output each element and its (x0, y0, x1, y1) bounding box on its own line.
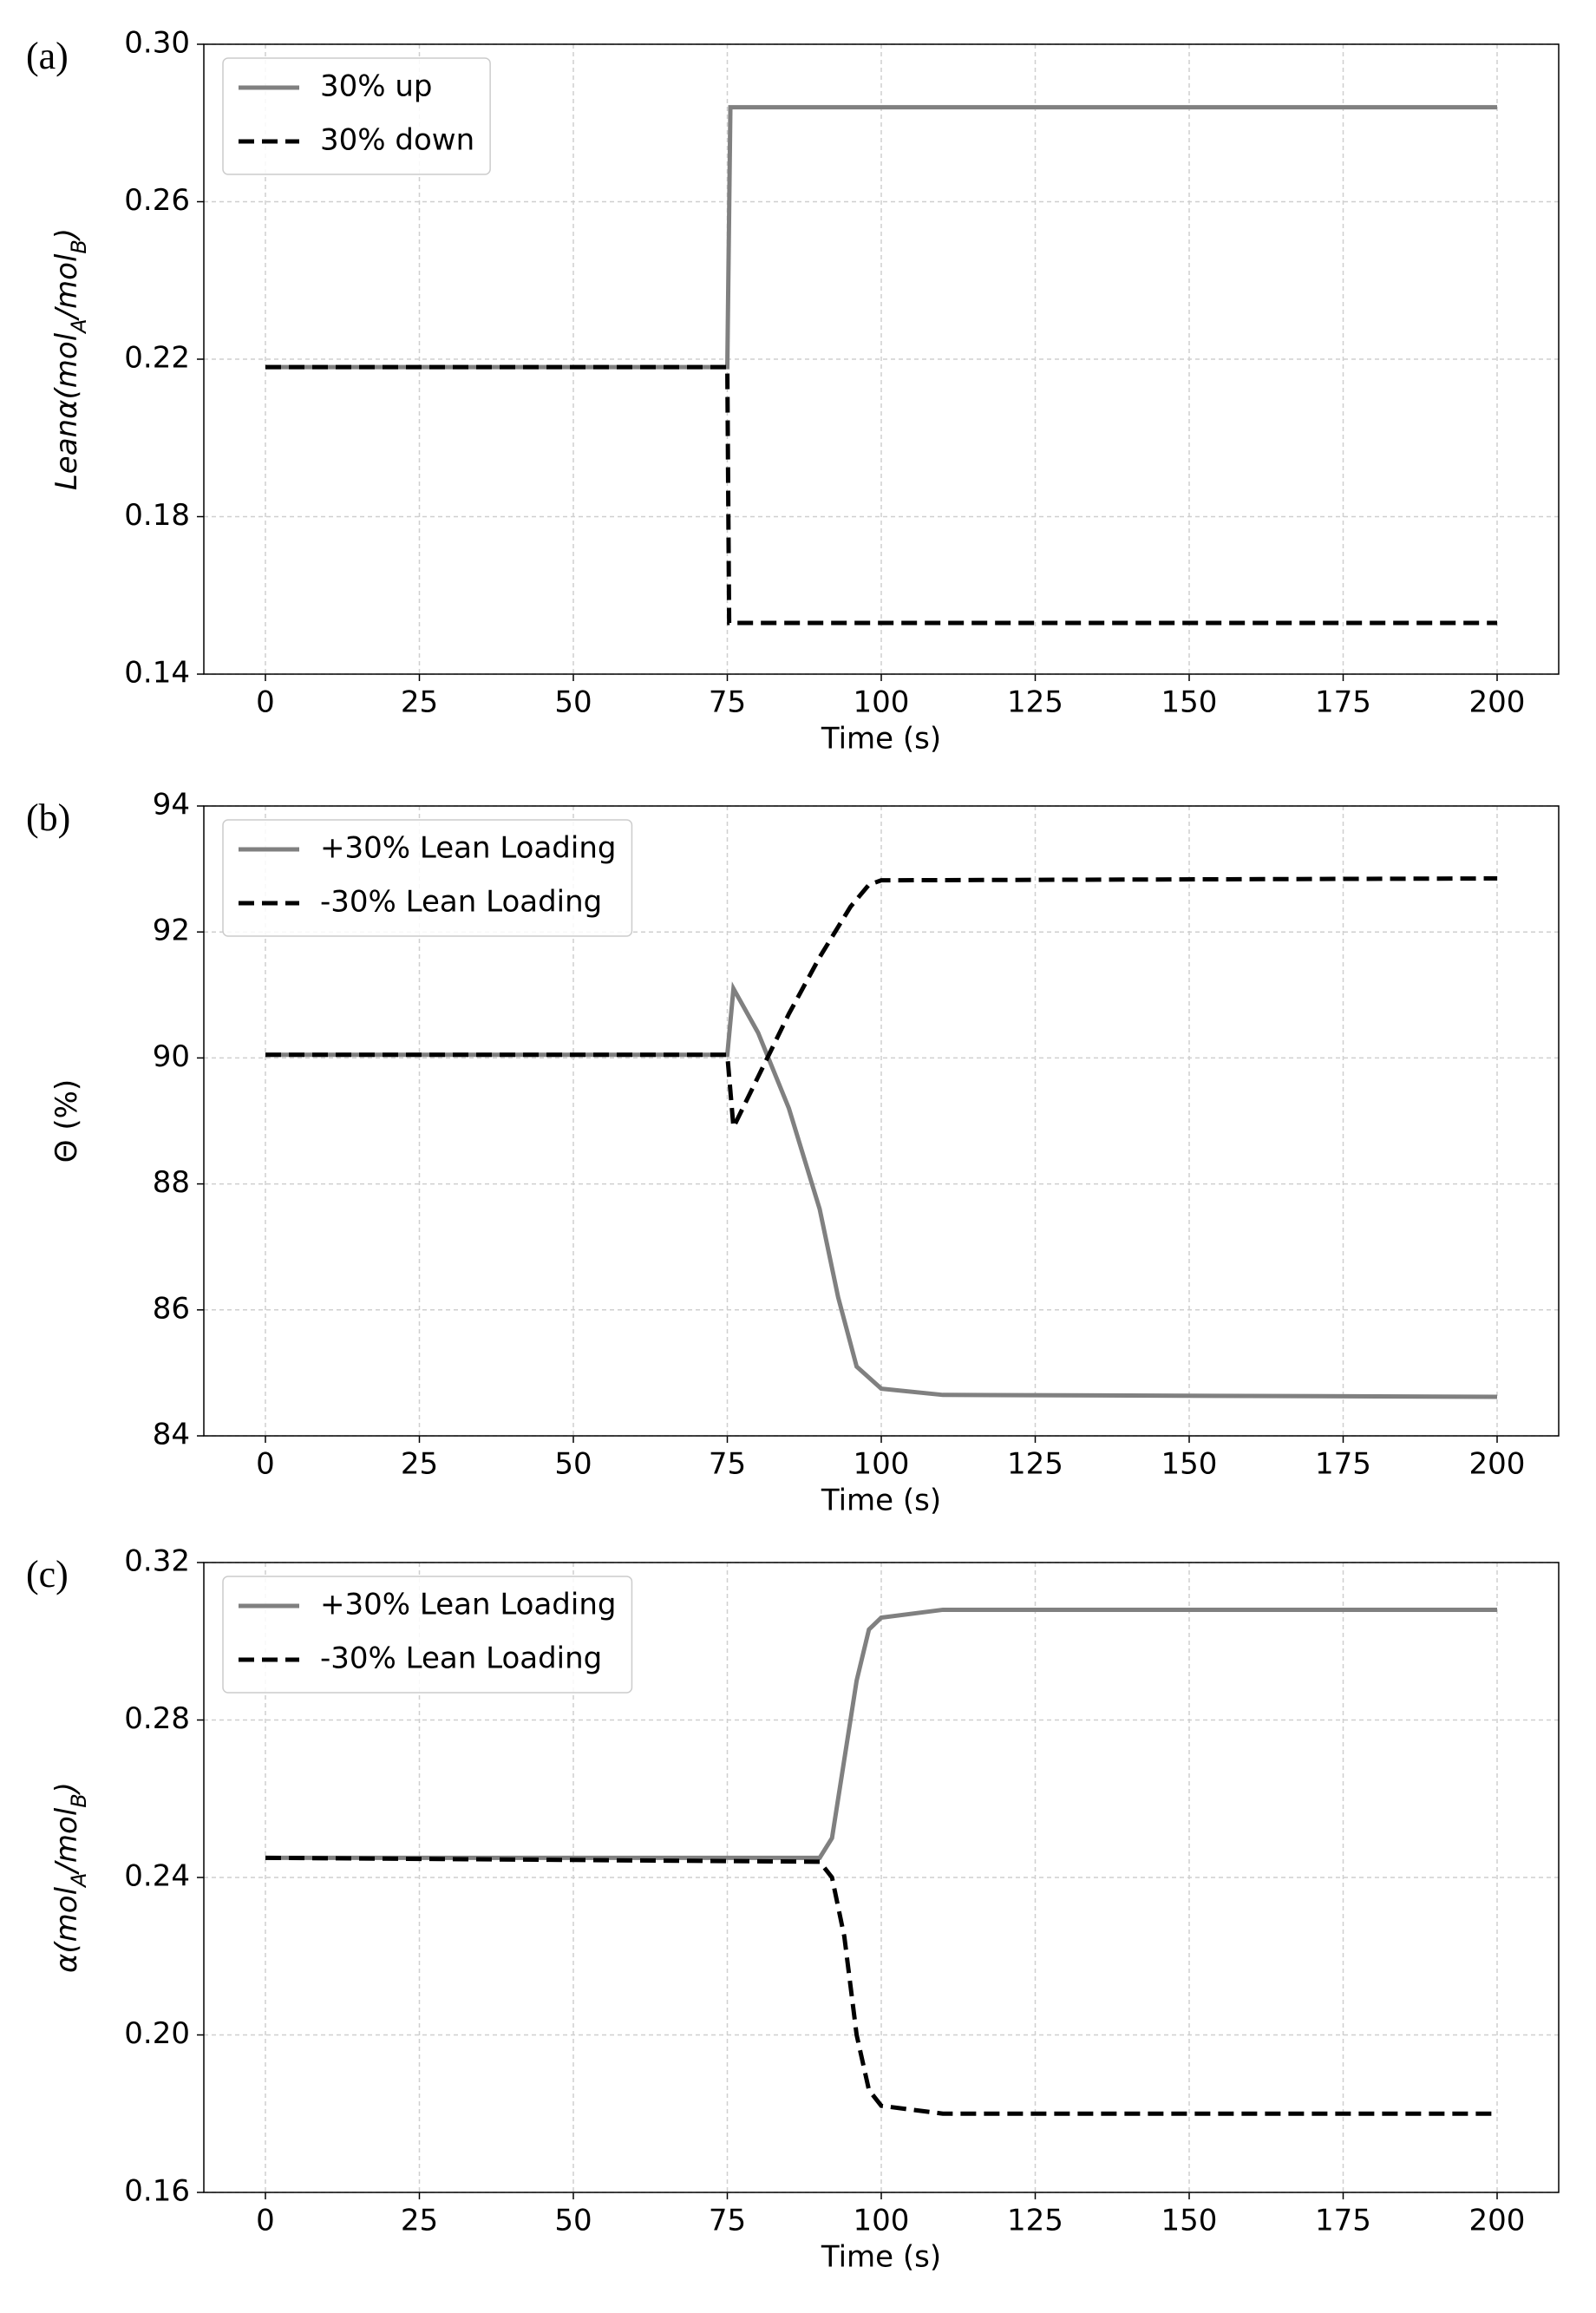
y-tick-label: 94 (153, 788, 190, 822)
y-axis-label-part: α(mol (49, 1886, 84, 1973)
data-line (265, 981, 1498, 1399)
y-axis-label-part: Θ (%) (49, 1079, 84, 1163)
y-axis-label: Leanα(molA/molB) (49, 228, 92, 490)
x-tick-label: 175 (1315, 685, 1371, 720)
x-tick-label: 100 (854, 1447, 910, 1482)
x-tick-label: 75 (709, 685, 746, 720)
panel-label: (a) (26, 35, 69, 77)
y-axis-label-part: ) (49, 228, 84, 242)
x-tick-label: 50 (554, 1447, 592, 1482)
data-line (265, 1855, 1497, 2116)
x-tick-label: 0 (256, 2204, 275, 2238)
legend-label: 30% up (320, 69, 433, 104)
legend-label: 30% down (320, 123, 474, 158)
y-tick-label: 0.18 (124, 498, 190, 533)
y-axis-label-part: A (67, 1873, 91, 1889)
x-tick-label: 50 (554, 2204, 592, 2238)
y-axis-label-part: B (67, 1793, 91, 1807)
y-tick-label: 0.14 (124, 656, 190, 691)
legend-label: -30% Lean Loading (320, 1641, 602, 1676)
x-axis-label: Time (s) (821, 1484, 941, 1518)
y-axis-label-part: A (67, 318, 91, 334)
x-axis-label: Time (s) (821, 722, 941, 757)
panel: 0 25 50 75 100 125 150 175 200 0.16 0.20 0.24 0.28 0.… (26, 1544, 1560, 2275)
x-tick-label: 75 (709, 1447, 746, 1482)
legend: 30% up 30% down (222, 57, 491, 175)
x-tick-label: 100 (854, 2204, 910, 2238)
y-tick-label: 0.32 (124, 1544, 190, 1579)
y-axis-label-part: /mol (49, 1807, 84, 1875)
x-tick-label: 125 (1007, 2204, 1063, 2238)
y-tick-label: 0.28 (124, 1701, 190, 1736)
panel-label: (b) (26, 796, 70, 839)
legend-label: +30% Lean Loading (320, 831, 616, 866)
legend: +30% Lean Loading -30% Lean Loading (222, 819, 633, 937)
y-axis-label: Θ (%) (49, 1079, 84, 1163)
y-axis-label-part: B (67, 239, 91, 253)
y-axis-label-part: ) (49, 1782, 84, 1796)
y-tick-label: 0.22 (124, 341, 190, 376)
x-tick-label: 75 (709, 2204, 746, 2238)
y-tick-label: 0.16 (124, 2174, 190, 2209)
x-tick-label: 25 (401, 685, 438, 720)
x-tick-label: 200 (1469, 685, 1526, 720)
y-axis-label: α(molA/molB) (49, 1782, 92, 1973)
legend: +30% Lean Loading -30% Lean Loading (222, 1576, 633, 1694)
data-line (265, 1607, 1497, 1860)
x-tick-label: 0 (256, 1447, 275, 1482)
legend-box (222, 819, 633, 937)
y-tick-label: 0.26 (124, 183, 190, 218)
x-axis-label: Time (s) (821, 2240, 941, 2275)
data-line (265, 364, 1497, 626)
legend-box (222, 1576, 633, 1694)
x-tick-label: 50 (554, 685, 592, 720)
y-axis-label-part: Leanα(mol (49, 332, 84, 490)
x-tick-label: 100 (854, 685, 910, 720)
x-tick-label: 25 (401, 2204, 438, 2238)
data-line (265, 875, 1498, 1136)
plot-frame (203, 43, 1560, 675)
panel: 0 25 50 75 100 125 150 175 200 84 86 88 90 92 94 Time (… (26, 788, 1560, 1518)
plot-frame (203, 805, 1560, 1437)
legend-label: +30% Lean Loading (320, 1588, 616, 1622)
x-tick-label: 125 (1007, 1447, 1063, 1482)
x-tick-label: 175 (1315, 2204, 1371, 2238)
y-tick-label: 92 (153, 914, 190, 948)
x-tick-label: 0 (256, 685, 275, 720)
x-tick-label: 25 (401, 1447, 438, 1482)
panel: 0 25 50 75 100 125 150 175 200 0.14 0.18 0.22 0.26 0.… (26, 26, 1560, 757)
x-tick-label: 125 (1007, 685, 1063, 720)
y-tick-label: 0.24 (124, 1859, 190, 1894)
y-tick-label: 90 (153, 1039, 190, 1074)
y-tick-label: 86 (153, 1291, 190, 1326)
plot-frame (203, 1562, 1560, 2193)
panel-label: (c) (26, 1553, 69, 1596)
y-tick-label: 0.30 (124, 26, 190, 61)
y-axis-label-part: /mol (49, 253, 84, 321)
data-line (265, 105, 1497, 370)
x-tick-label: 200 (1469, 2204, 1526, 2238)
x-tick-label: 150 (1161, 1447, 1218, 1482)
x-tick-label: 150 (1161, 685, 1218, 720)
legend-label: -30% Lean Loading (320, 885, 602, 920)
x-tick-label: 175 (1315, 1447, 1371, 1482)
x-tick-label: 150 (1161, 2204, 1218, 2238)
x-tick-label: 200 (1469, 1447, 1526, 1482)
y-tick-label: 88 (153, 1165, 190, 1200)
y-tick-label: 0.20 (124, 2016, 190, 2051)
y-tick-label: 84 (153, 1418, 190, 1452)
